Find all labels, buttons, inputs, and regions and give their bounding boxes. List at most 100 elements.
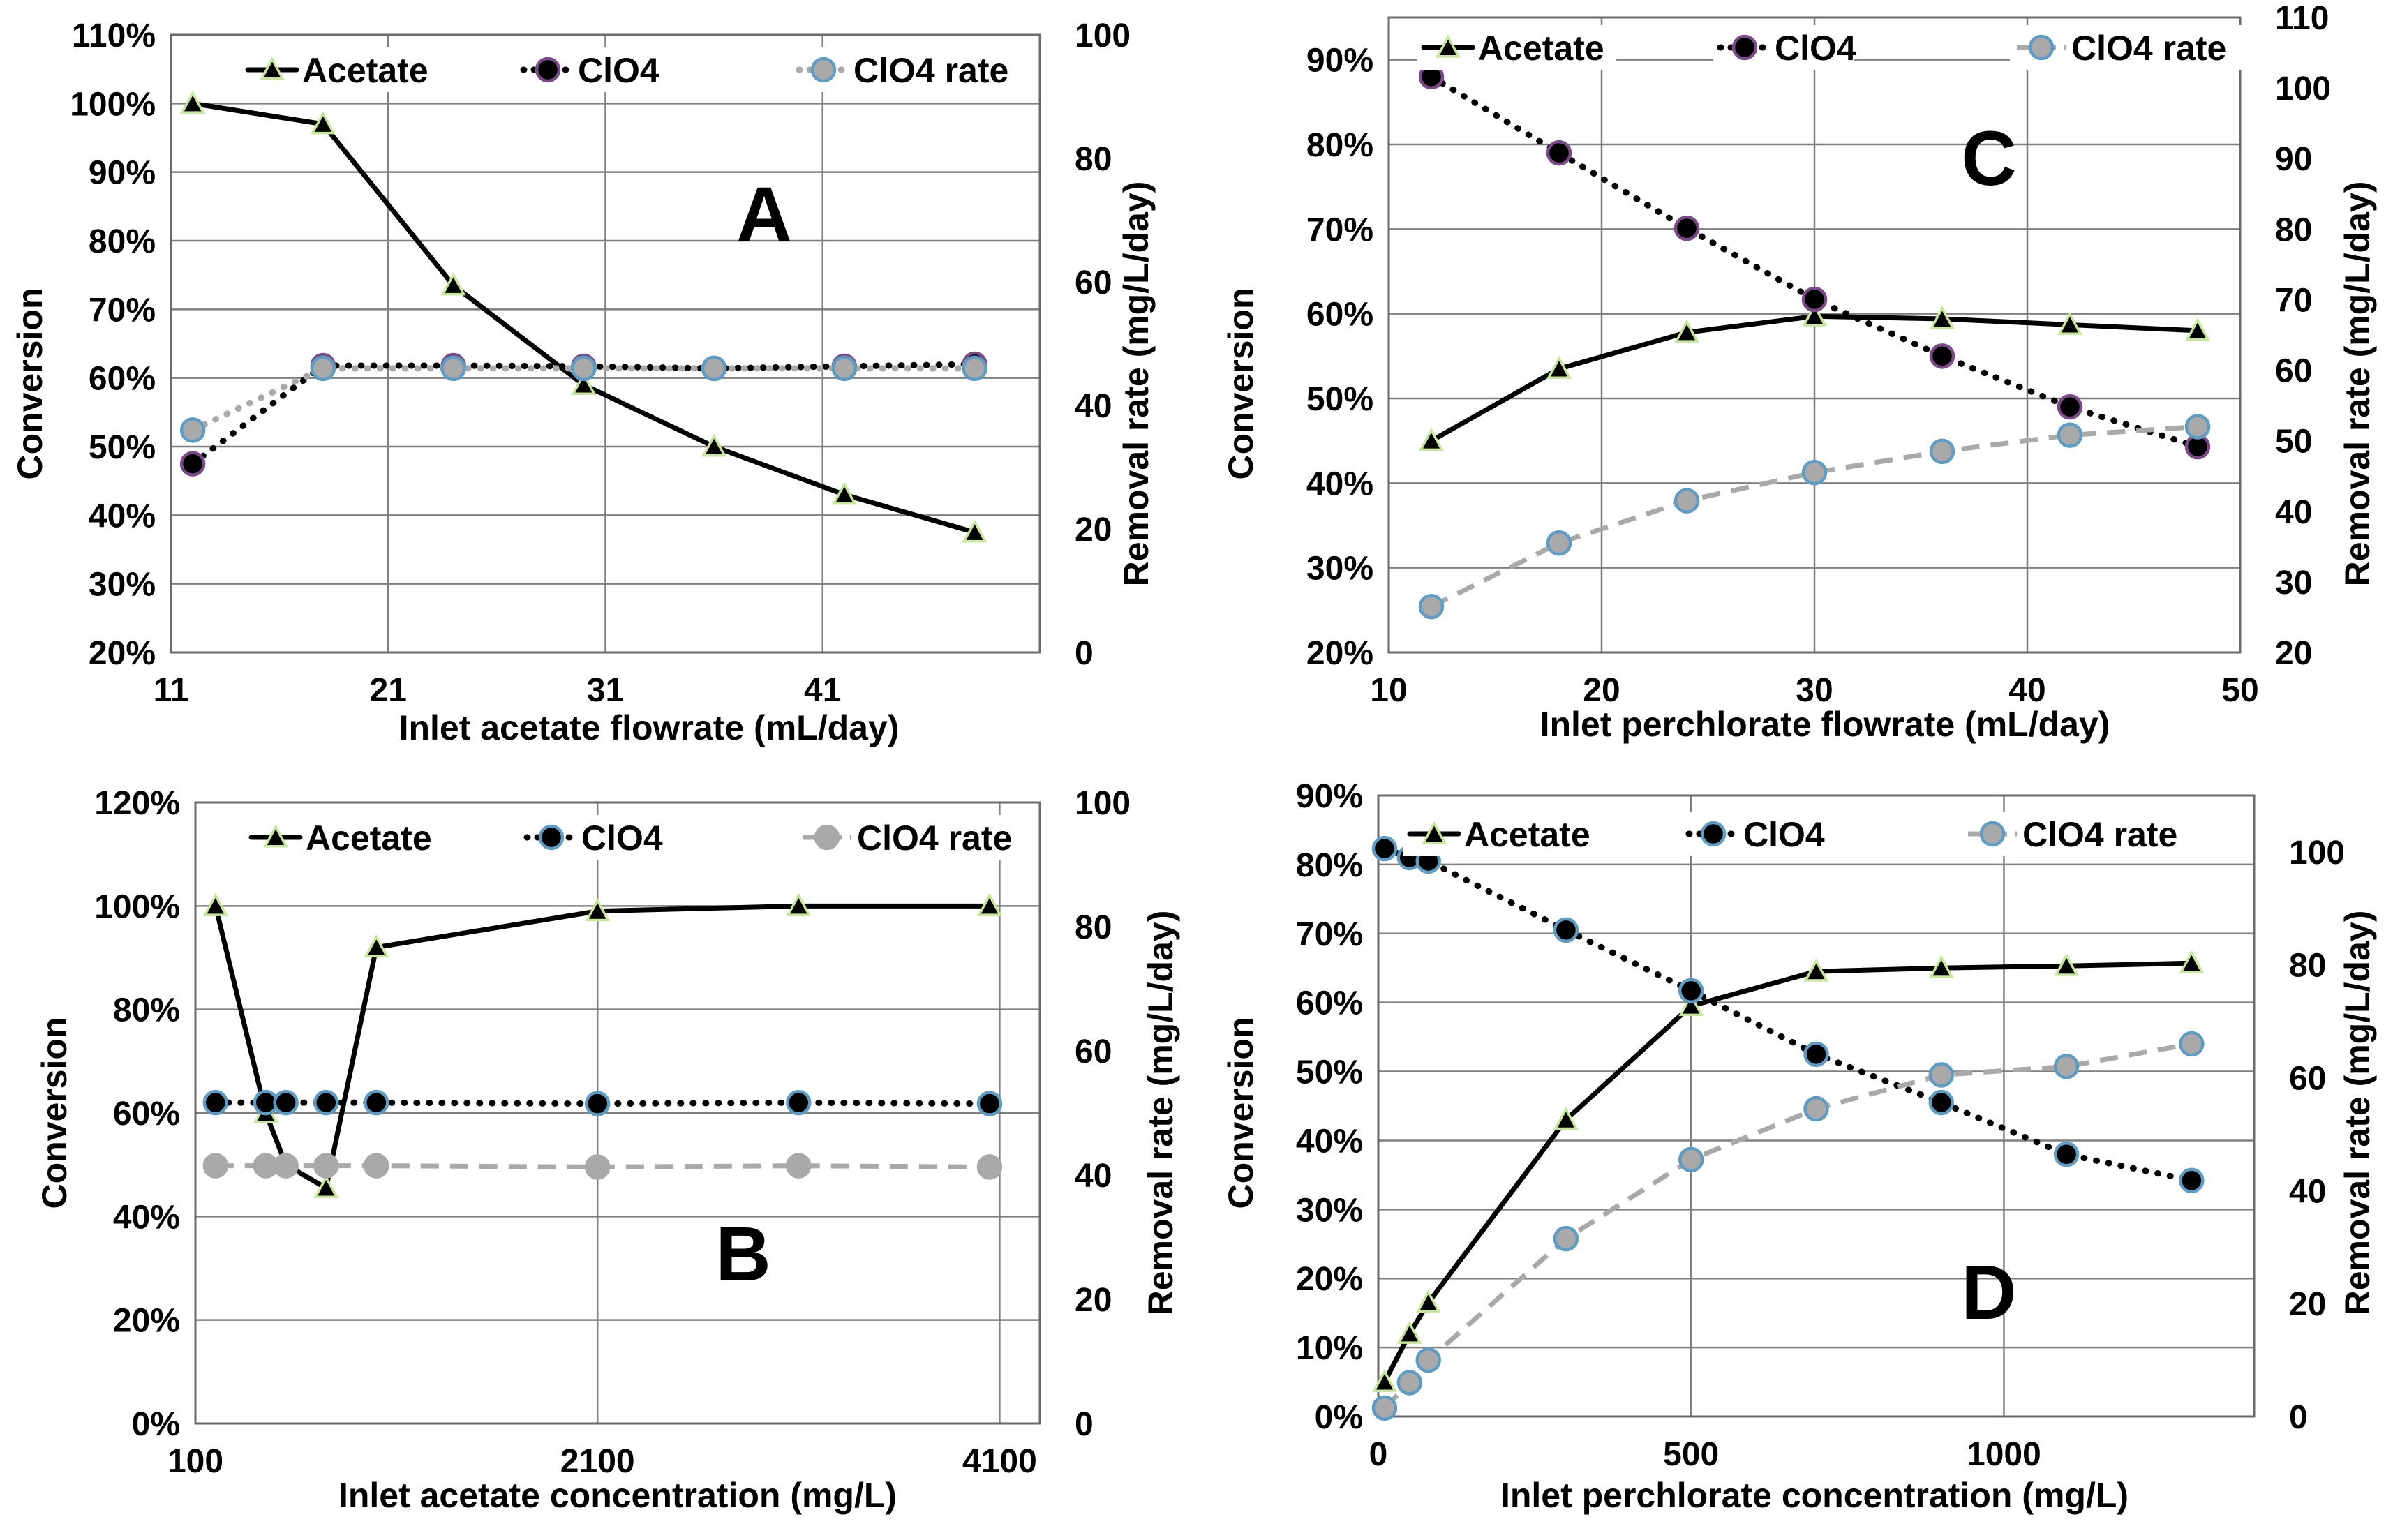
x-axis-title: Inlet acetate flowrate (mL/day)	[399, 708, 900, 747]
legend-marker	[810, 57, 837, 83]
series-line	[1382, 1041, 2192, 1410]
y2-tick-label: 40	[2275, 494, 2312, 531]
legend-label: ClO4	[1743, 815, 1825, 854]
legend-label: ClO4 rate	[2022, 815, 2177, 854]
x-tick-label: 50	[2221, 672, 2258, 709]
legend-marker	[263, 824, 288, 848]
data-point	[1396, 1320, 1422, 1344]
series-acetate	[1372, 950, 2205, 1393]
y-tick-label: 40%	[89, 498, 156, 534]
legend: Acetate ClO4 ClO4 rate	[1403, 812, 2200, 856]
y-tick-label: 80%	[89, 223, 156, 260]
legend-item: Acetate	[1403, 812, 1602, 856]
y2-tick-label: 90	[2275, 141, 2312, 178]
legend-marker	[1436, 34, 1461, 58]
y-tick-label: 70%	[1306, 211, 1373, 248]
y-tick-label: 20%	[89, 635, 156, 672]
y-tick-label: 0%	[1315, 1399, 1363, 1436]
data-point	[313, 1089, 339, 1116]
data-point	[179, 417, 206, 443]
y2-axis-title: Removal rate (mg/L/day)	[1117, 181, 1156, 587]
series-clo4-rate	[179, 355, 987, 443]
y2-tick-label: 50	[2275, 424, 2312, 461]
legend-marker	[535, 57, 561, 83]
x-tick-label: 4100	[962, 1443, 1037, 1480]
y2-tick-label: 60	[2289, 1061, 2326, 1098]
series-acetate	[202, 892, 1002, 1199]
data-point	[831, 481, 857, 505]
data-point	[2057, 422, 2083, 448]
data-point	[1418, 594, 1445, 620]
data-point	[2053, 1054, 2080, 1079]
panel-letter: B	[715, 1211, 770, 1297]
data-point	[786, 1089, 812, 1116]
x-tick-label: 2100	[560, 1443, 635, 1480]
x-tick-label: 30	[1796, 672, 1833, 709]
series-clo4	[202, 1089, 1003, 1116]
legend-item: ClO4 rate	[1961, 812, 2200, 856]
chart-panel-d: 0% 10% 20% 30% 40% 50% 60% 70% 80% 90% 0 20 40 60 80 10…	[1221, 778, 2377, 1515]
y2-tick-label: 60	[1075, 264, 1112, 301]
data-point	[1928, 1089, 1955, 1116]
y-tick-label: 80%	[113, 992, 180, 1029]
data-point	[1553, 917, 1579, 943]
y-tick-label: 50%	[89, 429, 156, 466]
plot-area-frame	[194, 801, 1041, 1425]
x-axis-title: Inlet perchlorate flowrate (mL/day)	[1540, 705, 2110, 744]
series-line	[1381, 845, 2195, 1184]
series-clo4	[1371, 835, 2205, 1194]
x-tick-label: 40	[2008, 672, 2045, 709]
series-acetate	[1419, 303, 2210, 451]
y-tick-label: 80%	[1296, 847, 1363, 884]
y2-axis-title: Removal rate (mg/L/day)	[1141, 911, 1180, 1316]
y2-tick-label: 0	[2289, 1399, 2308, 1436]
legend-marker	[1731, 34, 1758, 61]
data-point	[2179, 950, 2205, 973]
data-point	[202, 1153, 229, 1179]
legend-label: Acetate	[302, 51, 428, 90]
data-point	[1674, 319, 1699, 343]
data-point	[179, 451, 206, 477]
x-tick-label: 1000	[1967, 1436, 2041, 1473]
y-tick-label: 80%	[1306, 127, 1373, 164]
data-point	[831, 355, 858, 382]
data-point	[364, 1153, 389, 1179]
chart-panel-b: 0% 20% 40% 60% 80% 100% 120% 0 20 40 60 80 100 100 210…	[35, 785, 1180, 1515]
data-point	[440, 272, 466, 296]
data-point	[571, 355, 597, 382]
data-point	[571, 371, 597, 395]
legend-marker	[1700, 821, 1727, 847]
data-point	[1546, 530, 1572, 556]
x-tick-label: 0	[1369, 1436, 1388, 1473]
y-tick-label: 20%	[113, 1303, 180, 1340]
y-axis-title: Conversion	[1221, 1017, 1260, 1209]
y-tick-label: 50%	[1306, 381, 1373, 418]
data-point	[1928, 955, 1954, 978]
y2-tick-label: 20	[2275, 635, 2312, 672]
data-point	[2184, 414, 2211, 440]
plot-area-frame	[1387, 16, 2242, 654]
series-acetate	[180, 90, 987, 543]
data-point	[976, 1154, 1003, 1180]
y-tick-label: 20%	[1306, 635, 1373, 672]
legend-item: Acetate	[244, 815, 444, 860]
data-point	[1678, 992, 1704, 1017]
legend-marker	[2028, 34, 2055, 61]
data-point	[313, 1153, 339, 1179]
data-point	[2185, 317, 2210, 341]
data-point	[584, 1091, 611, 1116]
data-point	[1673, 488, 1700, 514]
y-tick-label: 100%	[94, 888, 180, 925]
data-point	[1371, 1395, 1398, 1421]
data-point	[1396, 1370, 1423, 1396]
data-point	[2179, 1167, 2205, 1194]
y2-tick-label: 0	[1075, 1406, 1094, 1443]
legend-item: ClO4 rate	[796, 815, 1034, 860]
legend-label: ClO4	[581, 818, 663, 858]
x-axis-title: Inlet perchlorate concentration (mg/L)	[1500, 1476, 2129, 1515]
x-tick-label: 100	[167, 1443, 223, 1480]
y-tick-label: 90%	[1296, 778, 1363, 815]
legend-item: ClO4	[516, 47, 659, 92]
y2-tick-label: 20	[2289, 1286, 2326, 1323]
